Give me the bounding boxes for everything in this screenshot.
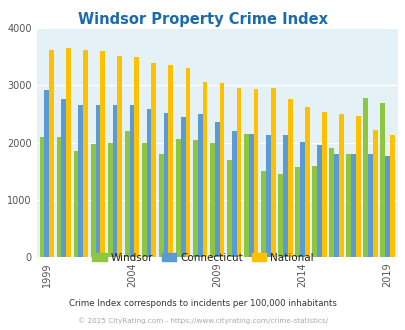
Bar (321, 112, 326, 257)
Bar (61, 99, 66, 257)
Bar (117, 55, 122, 257)
Bar (253, 89, 258, 257)
Bar (151, 63, 156, 257)
Bar (226, 160, 231, 257)
Bar (362, 98, 367, 257)
Bar (90, 144, 95, 257)
Bar (372, 130, 377, 257)
Bar (384, 156, 389, 257)
Bar (209, 143, 214, 257)
Bar (95, 106, 100, 257)
Bar (124, 131, 129, 257)
Bar (49, 50, 54, 257)
Bar (270, 88, 275, 257)
Bar (328, 148, 333, 257)
Legend: Windsor, Connecticut, National: Windsor, Connecticut, National (88, 249, 317, 267)
Bar (185, 68, 190, 257)
Bar (219, 83, 224, 257)
Bar (345, 154, 350, 257)
Bar (83, 50, 88, 257)
Bar (202, 82, 207, 257)
Bar (355, 116, 360, 257)
Bar (112, 106, 117, 257)
Bar (175, 139, 180, 257)
Text: Crime Index corresponds to incidents per 100,000 inhabitants: Crime Index corresponds to incidents per… (69, 299, 336, 308)
Bar (316, 145, 321, 257)
Bar (260, 171, 265, 257)
Bar (304, 107, 309, 257)
Bar (367, 154, 372, 257)
Bar (389, 135, 394, 257)
Bar (107, 143, 112, 257)
Bar (192, 140, 197, 257)
Bar (180, 117, 185, 257)
Bar (311, 166, 316, 257)
Bar (40, 137, 44, 257)
Bar (158, 154, 163, 257)
Bar (294, 167, 299, 257)
Text: Windsor Property Crime Index: Windsor Property Crime Index (78, 12, 327, 26)
Bar (265, 135, 270, 257)
Bar (141, 143, 146, 257)
Bar (163, 113, 168, 257)
Bar (287, 99, 292, 257)
Bar (379, 103, 384, 257)
Bar (57, 137, 61, 257)
Bar (350, 154, 355, 257)
Bar (66, 48, 71, 257)
Bar (146, 110, 151, 257)
Bar (231, 131, 236, 257)
Bar (134, 57, 139, 257)
Bar (44, 90, 49, 257)
Bar (282, 135, 287, 257)
Bar (129, 105, 134, 257)
Text: © 2025 CityRating.com - https://www.cityrating.com/crime-statistics/: © 2025 CityRating.com - https://www.city… (78, 317, 327, 324)
Bar (236, 88, 241, 257)
Bar (243, 134, 248, 257)
Bar (197, 114, 202, 257)
Bar (78, 105, 83, 257)
Bar (74, 151, 78, 257)
Bar (299, 142, 304, 257)
Bar (277, 174, 282, 257)
Bar (100, 51, 105, 257)
Bar (338, 114, 343, 257)
Bar (214, 121, 219, 257)
Bar (248, 134, 253, 257)
Bar (168, 65, 173, 257)
Bar (333, 154, 338, 257)
